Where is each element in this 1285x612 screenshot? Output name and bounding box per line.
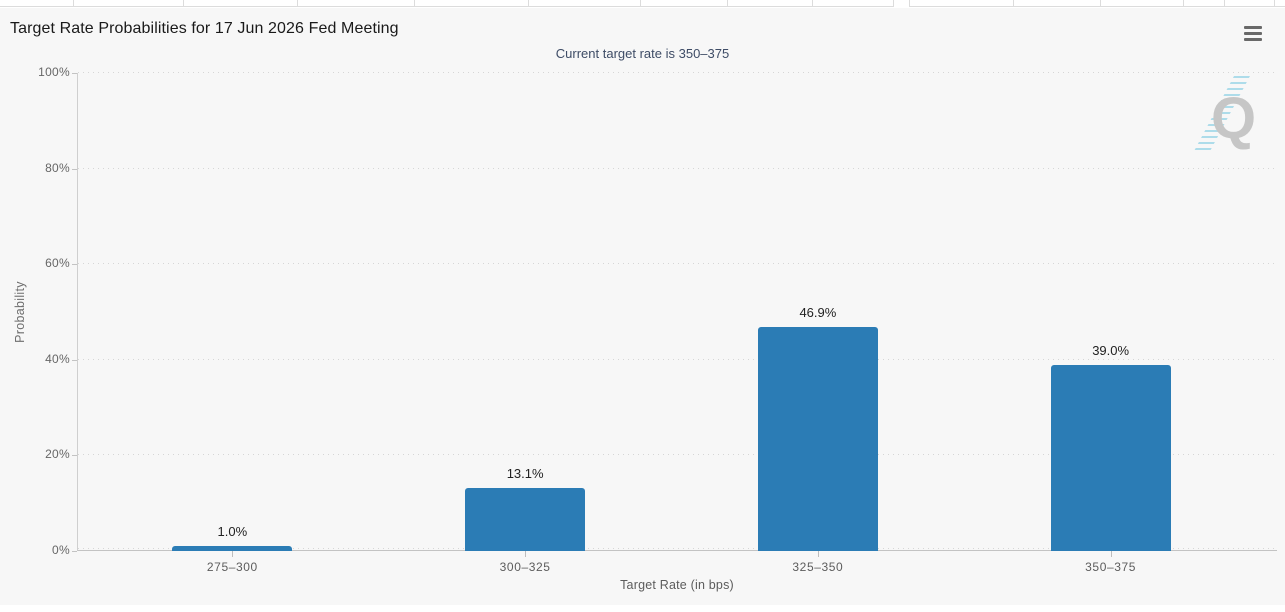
chart-panel: Target Rate Probabilities for 17 Jun 202… <box>0 8 1285 605</box>
chart-subtitle: Current target rate is 350–375 <box>555 46 730 61</box>
bar-slot: 13.1% <box>379 73 672 551</box>
tab-separator <box>73 0 74 7</box>
probability-bar-275-300[interactable] <box>172 546 293 551</box>
x-tick-mark <box>232 551 234 557</box>
bars-row: 1.0% 13.1% 46.9% 39.0% <box>86 73 1257 551</box>
chart-title: Target Rate Probabilities for 17 Jun 202… <box>10 20 399 37</box>
hamburger-menu-icon[interactable] <box>1244 26 1262 41</box>
gridline-80 <box>78 168 1278 169</box>
tab-separator <box>1274 0 1275 7</box>
y-tick-mark <box>72 455 77 456</box>
x-cat-slot: 350–375 <box>964 551 1257 581</box>
hamburger-bar <box>1244 31 1262 36</box>
page-bottom-strip <box>0 605 1285 612</box>
x-tick-mark <box>1110 551 1112 557</box>
tab-separator <box>1183 0 1184 7</box>
gridline-100 <box>78 72 1278 73</box>
x-category-label: 350–375 <box>1085 560 1137 574</box>
tab-separator <box>297 0 298 7</box>
y-tick-mark <box>72 73 77 74</box>
tab-separator <box>1100 0 1101 7</box>
tab-separator <box>640 0 641 7</box>
x-cat-slot: 275–300 <box>86 551 379 581</box>
bar-slot: 46.9% <box>672 73 965 551</box>
x-axis-categories: 275–300 300–325 325–350 350–375 <box>86 551 1257 581</box>
plot-area <box>77 72 1278 551</box>
tab-separator <box>1013 0 1014 7</box>
gridline-0 <box>78 548 1278 549</box>
y-tick-label: 0% <box>52 543 70 557</box>
y-tick-mark <box>72 169 77 170</box>
tab-separator <box>414 0 415 7</box>
y-tick-label: 40% <box>45 351 70 366</box>
tab-separator <box>909 0 910 7</box>
y-tick-label: 60% <box>45 256 70 271</box>
bar-value-label: 13.1% <box>506 466 544 482</box>
active-tab-notch <box>894 0 909 8</box>
probability-bar-350-375[interactable] <box>1050 364 1171 551</box>
probability-bar-325-350[interactable] <box>757 326 878 551</box>
tab-separator <box>183 0 184 7</box>
x-cat-slot: 325–350 <box>672 551 965 581</box>
hamburger-bar <box>1244 37 1262 41</box>
hamburger-bar <box>1244 26 1262 30</box>
y-tick-mark <box>72 264 77 265</box>
x-tick-mark <box>817 551 819 557</box>
gridline-60 <box>78 263 1278 264</box>
y-tick-label: 100% <box>38 65 70 79</box>
x-category-label: 300–325 <box>499 560 551 574</box>
x-tick-mark <box>525 551 527 557</box>
y-tick-mark <box>72 360 77 361</box>
bar-value-label: 46.9% <box>799 304 837 320</box>
x-axis-title: Target Rate (in bps) <box>620 578 734 592</box>
tab-separator <box>528 0 529 7</box>
bar-slot: 39.0% <box>964 73 1257 551</box>
tab-separator <box>893 0 894 7</box>
y-axis-title: Probability <box>13 281 27 343</box>
x-cat-slot: 300–325 <box>379 551 672 581</box>
tab-separator <box>727 0 728 7</box>
y-tick-label: 20% <box>45 447 70 462</box>
bar-value-label: 1.0% <box>217 524 248 540</box>
bar-slot: 1.0% <box>86 73 379 551</box>
probability-bar-300-325[interactable] <box>465 488 586 551</box>
tab-separator <box>1224 0 1225 7</box>
x-category-label: 325–350 <box>792 560 844 574</box>
y-tick-label: 80% <box>45 160 70 175</box>
y-tick-mark <box>72 551 77 552</box>
x-category-label: 275–300 <box>206 560 258 574</box>
bar-value-label: 39.0% <box>1092 342 1130 358</box>
gridline-40 <box>78 359 1278 360</box>
tab-separator <box>812 0 813 7</box>
tab-bar-edge <box>0 0 1285 8</box>
gridline-20 <box>78 454 1278 455</box>
